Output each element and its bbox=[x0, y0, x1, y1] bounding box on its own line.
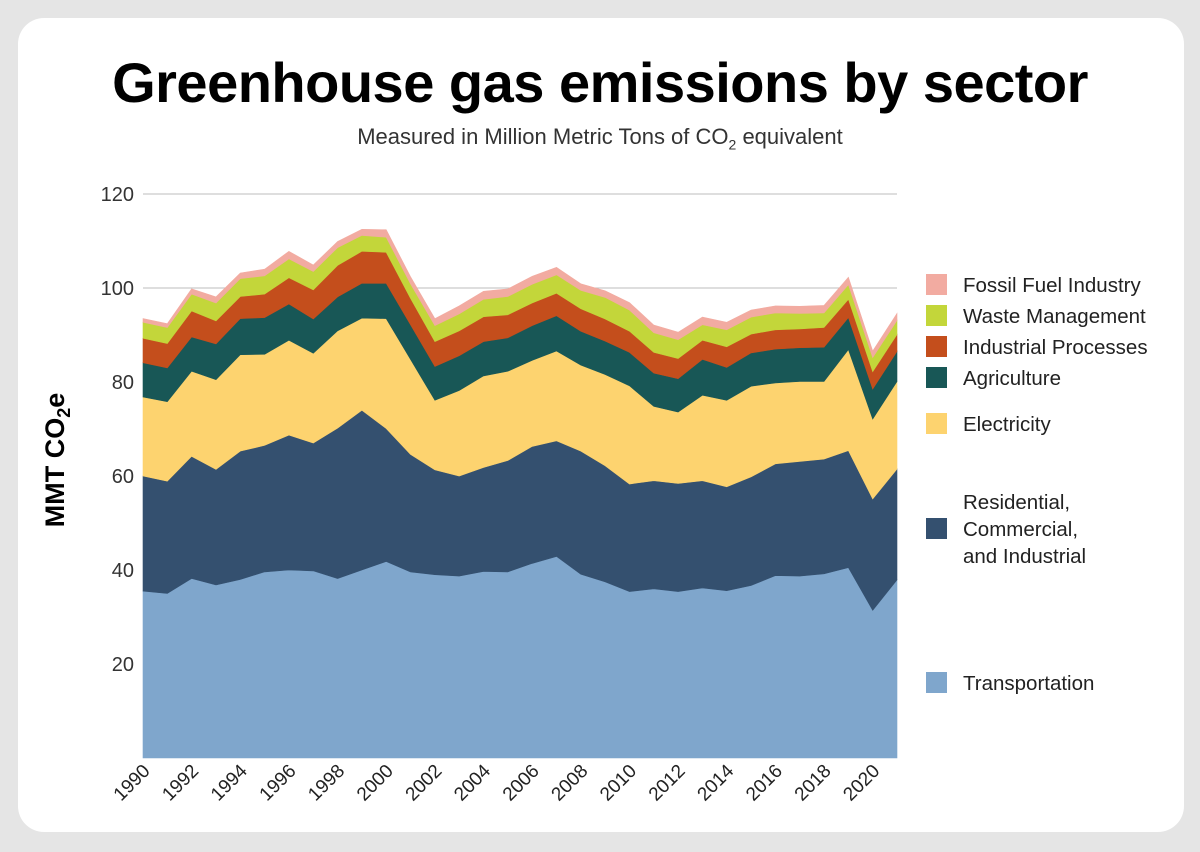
x-tick-label: 1996 bbox=[256, 761, 301, 806]
legend-swatch bbox=[926, 336, 947, 357]
x-tick-label: 2008 bbox=[548, 761, 593, 806]
legend-label: Residential, Commercial, and Industrial bbox=[963, 491, 1086, 568]
y-tick-label: 80 bbox=[112, 372, 134, 394]
x-tick-label: 2020 bbox=[839, 761, 884, 806]
y-axis: 20 40 60 80 100 120 bbox=[101, 184, 134, 676]
area-layers bbox=[142, 228, 898, 759]
x-tick-label: 2014 bbox=[694, 760, 739, 805]
x-tick-label: 2004 bbox=[450, 760, 495, 805]
x-axis: 1990 1992 1994 1996 1998 2000 2002 2004 2006 2008… bbox=[110, 760, 884, 805]
y-tick-label: 120 bbox=[101, 184, 134, 206]
x-tick-label: 2002 bbox=[402, 761, 447, 806]
x-tick-label: 1992 bbox=[158, 761, 203, 806]
x-tick-label: 2016 bbox=[742, 761, 787, 806]
subtitle-text: Measured in Million Metric Tons of CO bbox=[357, 124, 729, 149]
y-axis-label-sub: 2 bbox=[54, 408, 74, 418]
y-axis-label-main: MMT CO bbox=[40, 418, 70, 527]
legend-label: Industrial Processes bbox=[963, 336, 1148, 359]
legend-item-industrial-processes: Industrial Processes bbox=[926, 336, 1148, 359]
legend-label: Agriculture bbox=[963, 367, 1061, 390]
subtitle-subscript: 2 bbox=[728, 136, 737, 153]
y-axis-label-suffix: e bbox=[40, 393, 70, 408]
y-tick-label: 40 bbox=[112, 560, 134, 582]
legend-label: Transportation bbox=[963, 672, 1094, 695]
legend-swatch bbox=[926, 305, 947, 326]
legend-swatch bbox=[926, 672, 947, 693]
y-tick-label: 100 bbox=[101, 278, 134, 300]
legend-item-electricity: Electricity bbox=[926, 413, 1051, 436]
legend-label: Waste Management bbox=[963, 305, 1146, 328]
x-tick-label: 1994 bbox=[207, 760, 252, 805]
y-tick-label: 20 bbox=[112, 654, 134, 676]
legend-swatch bbox=[926, 518, 947, 539]
area-fossil-fuel-industry bbox=[142, 228, 898, 359]
legend-item-waste-management: Waste Management bbox=[926, 305, 1146, 328]
x-tick-label: 2018 bbox=[791, 761, 836, 806]
subtitle-suffix: equivalent bbox=[736, 124, 843, 149]
y-tick-label: 60 bbox=[112, 466, 134, 488]
x-tick-label: 1990 bbox=[110, 761, 155, 806]
x-tick-label: 2012 bbox=[645, 761, 690, 806]
legend-swatch bbox=[926, 413, 947, 434]
legend-item-transportation: Transportation bbox=[926, 672, 1094, 695]
y-axis-label: MMT CO2e bbox=[40, 393, 74, 528]
area-transportation bbox=[142, 556, 898, 759]
legend-label: Fossil Fuel Industry bbox=[963, 274, 1141, 297]
legend-swatch bbox=[926, 367, 947, 388]
chart-subtitle: Measured in Million Metric Tons of CO2 e… bbox=[0, 124, 1200, 152]
legend: Fossil Fuel Industry Waste Management Indu… bbox=[926, 274, 1148, 695]
legend-swatch bbox=[926, 274, 947, 295]
x-tick-label: 2010 bbox=[596, 761, 641, 806]
legend-label: Electricity bbox=[963, 413, 1051, 436]
legend-item-fossil-fuel-industry: Fossil Fuel Industry bbox=[926, 274, 1141, 297]
chart-title: Greenhouse gas emissions by sector bbox=[112, 51, 1088, 114]
legend-item-residential-commercial-and-industrial: Residential, Commercial, and Industrial bbox=[926, 491, 1086, 568]
legend-item-agriculture: Agriculture bbox=[926, 367, 1061, 390]
x-tick-label: 2006 bbox=[499, 761, 544, 806]
x-tick-label: 2000 bbox=[353, 761, 398, 806]
x-tick-label: 1998 bbox=[304, 761, 349, 806]
